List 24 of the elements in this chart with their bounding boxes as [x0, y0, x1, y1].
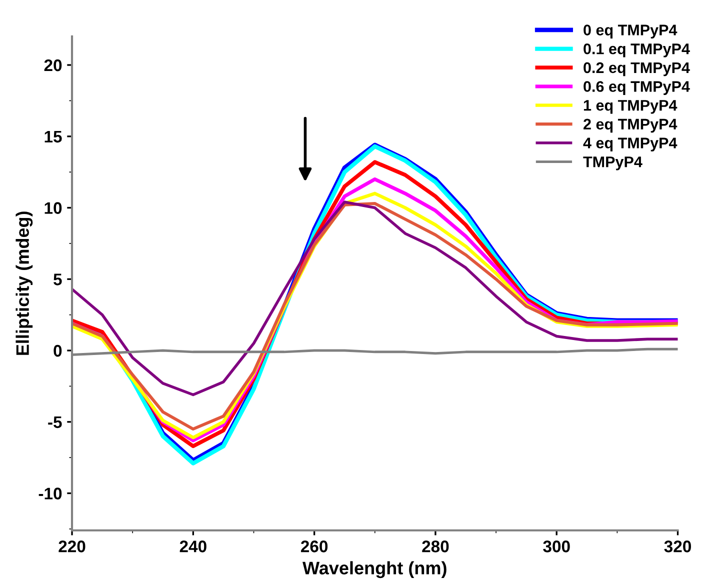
y-tick-label: 20 [44, 59, 62, 72]
legend-label: 0.1 eq TMPyP4 [584, 43, 690, 58]
x-tick-label: 280 [422, 540, 449, 552]
x-tick-label: 320 [664, 540, 691, 552]
y-tick-label: 10 [44, 202, 62, 214]
legend-label: 2 eq TMPyP4 [584, 118, 678, 133]
legend-label: 0.6 eq TMPyP4 [584, 81, 690, 95]
y-tick-label: -10 [38, 488, 62, 500]
x-tick-label: 220 [58, 540, 86, 552]
y-tick-label: -5 [48, 416, 62, 428]
y-tick-label: 15 [44, 130, 62, 143]
x-tick-label: 240 [180, 540, 206, 552]
legend-label: 1 eq TMPyP4 [584, 100, 678, 114]
y-axis-title: Ellipticity (mdeg) [16, 212, 33, 355]
legend-label: TMPyP4 [583, 156, 642, 170]
line-series [72, 200, 678, 396]
x-tick-label: 260 [300, 540, 328, 552]
y-tick-label: 0 [54, 344, 62, 357]
x-tick-label: 300 [543, 540, 570, 552]
legend-label: 4 eq TMPyP4 [583, 138, 678, 152]
legend-label: 0 eq TMPyP4 [584, 24, 678, 38]
y-tick-label: 5 [54, 274, 62, 286]
legend-label: 0.2 eq TMPyP4 [584, 62, 690, 76]
x-axis-title: Wavelenght (nm) [302, 561, 446, 578]
